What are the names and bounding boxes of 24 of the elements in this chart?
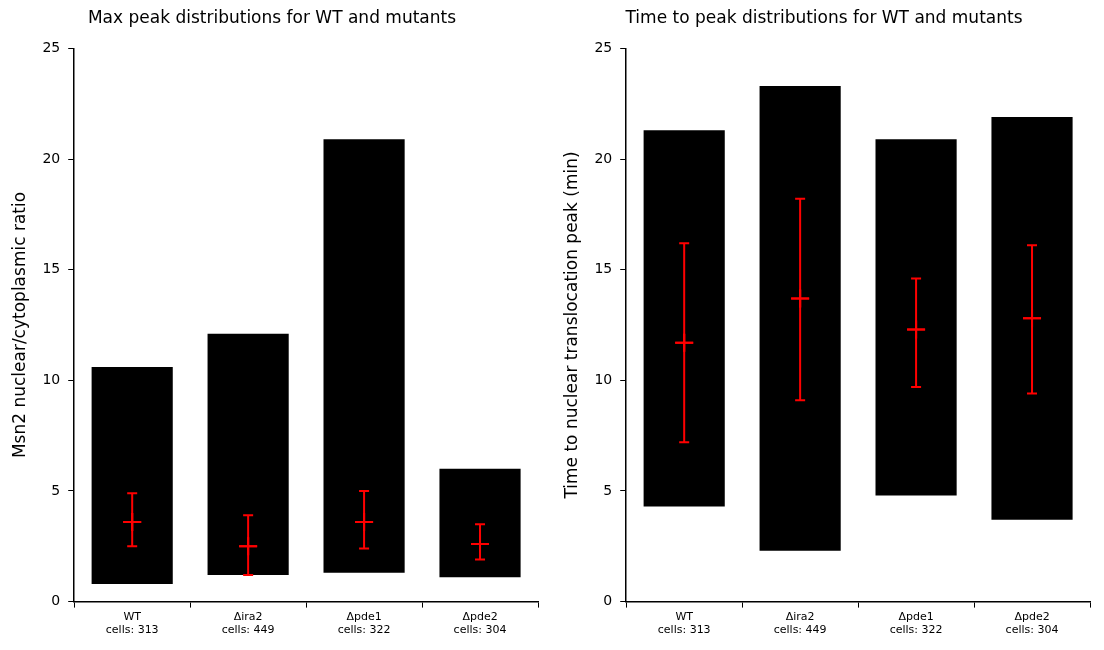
chart-title: Time to peak distributions for WT and mutants [624, 6, 1023, 27]
y-tick-label: 5 [51, 481, 61, 498]
x-tick-label: Δpde1 cells: 322 [337, 610, 391, 637]
chart-title: Max peak distributions for WT and mutants [87, 6, 457, 27]
x-tick-label: Δpde2 cells: 304 [453, 610, 507, 637]
y-tick-label: 15 [42, 260, 61, 277]
y-tick-label: 20 [42, 149, 61, 166]
y-tick-label: 10 [42, 370, 61, 387]
y-axis-title: Msn2 nuclear/cytoplasmic ratio [8, 191, 29, 459]
y-tick-label: 20 [594, 149, 613, 166]
x-tick-label: WT cells: 313 [657, 610, 711, 637]
x-tick-label: WT cells: 313 [105, 610, 159, 637]
y-tick-label: 25 [594, 39, 613, 56]
y-tick-label: 5 [603, 481, 613, 498]
y-tick-label: 0 [51, 592, 61, 609]
x-tick-label: Δpde1 cells: 322 [889, 610, 943, 637]
y-tick-label: 10 [594, 370, 613, 387]
y-tick-label: 15 [594, 260, 613, 277]
y-axis-title: Time to nuclear translocation peak (min) [560, 151, 581, 500]
x-tick-label: Δira2 cells: 449 [773, 610, 827, 637]
x-tick-label: Δpde2 cells: 304 [1005, 610, 1059, 637]
y-tick-label: 25 [42, 39, 61, 56]
x-tick-label: Δira2 cells: 449 [221, 610, 275, 637]
y-tick-label: 0 [603, 592, 613, 609]
